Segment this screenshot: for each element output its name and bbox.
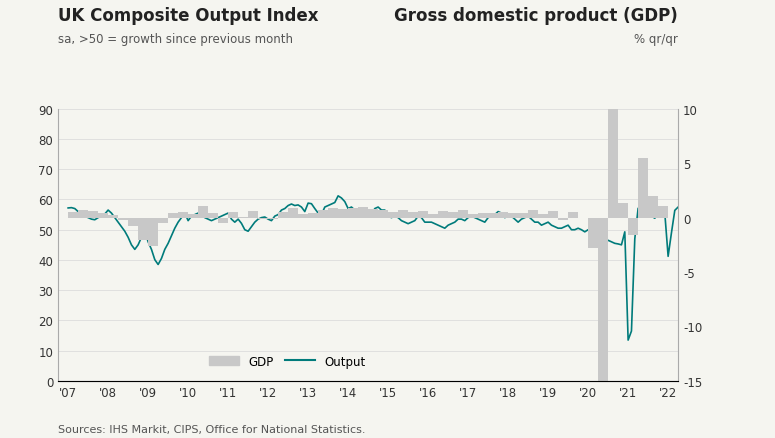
Legend: GDP, Output: GDP, Output	[205, 350, 370, 372]
Bar	[568, 213, 578, 218]
Bar	[478, 214, 488, 218]
Bar	[448, 213, 458, 218]
Bar	[98, 214, 108, 218]
Bar	[498, 213, 508, 218]
Bar	[329, 208, 338, 218]
Bar	[398, 211, 408, 218]
Text: Sources: IHS Markit, CIPS, Office for National Statistics.: Sources: IHS Markit, CIPS, Office for Na…	[58, 424, 366, 434]
Bar	[109, 216, 118, 218]
Bar	[88, 212, 98, 218]
Bar	[658, 206, 668, 218]
Bar	[68, 213, 78, 218]
Bar	[339, 209, 348, 218]
Bar	[388, 213, 398, 218]
Bar	[168, 214, 178, 218]
Bar	[588, 218, 598, 248]
Bar	[649, 196, 658, 218]
Bar	[348, 208, 358, 218]
Text: Gross domestic product (GDP): Gross domestic product (GDP)	[394, 7, 678, 25]
Bar	[368, 209, 378, 218]
Bar	[158, 218, 168, 223]
Bar	[138, 218, 148, 241]
Bar	[129, 218, 138, 227]
Bar	[208, 214, 218, 218]
Bar	[549, 212, 558, 218]
Bar	[529, 211, 538, 218]
Bar	[439, 212, 448, 218]
Bar	[288, 208, 298, 218]
Bar	[219, 218, 228, 223]
Bar	[378, 211, 388, 218]
Bar	[429, 215, 438, 218]
Bar	[239, 217, 248, 218]
Bar	[408, 213, 418, 218]
Bar	[598, 218, 608, 430]
Bar	[248, 212, 258, 218]
Bar	[508, 214, 518, 218]
Bar	[119, 218, 128, 220]
Bar	[539, 215, 548, 218]
Text: UK Composite Output Index: UK Composite Output Index	[58, 7, 319, 25]
Bar	[488, 214, 498, 218]
Bar	[618, 204, 628, 218]
Text: sa, >50 = growth since previous month: sa, >50 = growth since previous month	[58, 33, 293, 46]
Bar	[278, 213, 288, 218]
Bar	[148, 218, 158, 246]
Bar	[639, 159, 648, 218]
Bar	[178, 213, 188, 218]
Bar	[518, 214, 528, 218]
Bar	[608, 35, 618, 218]
Bar	[558, 218, 568, 220]
Bar	[319, 211, 328, 218]
Bar	[358, 207, 368, 218]
Bar	[229, 213, 238, 218]
Bar	[458, 211, 468, 218]
Text: % qr/qr: % qr/qr	[634, 33, 678, 46]
Bar	[258, 218, 268, 219]
Bar	[268, 218, 278, 219]
Bar	[308, 214, 318, 218]
Bar	[198, 206, 208, 218]
Bar	[629, 218, 638, 236]
Bar	[418, 212, 428, 218]
Bar	[298, 215, 308, 218]
Bar	[188, 215, 198, 218]
Bar	[78, 211, 88, 218]
Bar	[468, 215, 478, 218]
